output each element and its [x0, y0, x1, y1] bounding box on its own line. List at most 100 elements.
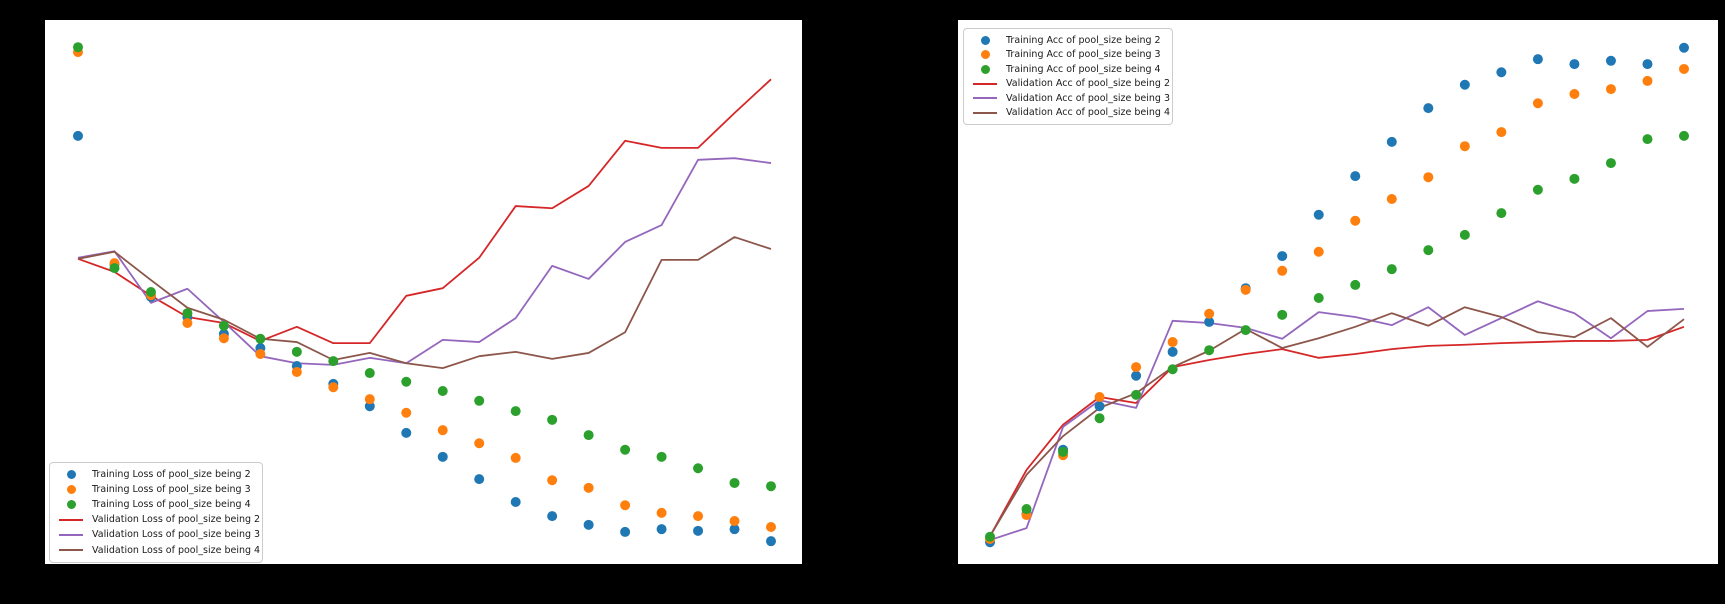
scatter-point-loss [364, 368, 375, 379]
scatter-point-accuracy [1532, 98, 1543, 109]
scatter-point-loss [547, 475, 558, 486]
scatter-point-accuracy [1167, 364, 1178, 375]
scatter-point-accuracy [1569, 59, 1580, 70]
scatter-point-accuracy [1204, 316, 1215, 327]
scatter-point-accuracy [1679, 63, 1689, 74]
scatter-point-loss [255, 333, 266, 344]
legend-acc: Training Acc of pool_size being 2 Traini… [963, 28, 1173, 125]
scatter-point-accuracy [1532, 184, 1543, 195]
scatter-point-accuracy [1642, 59, 1653, 70]
scatter-point-accuracy [1350, 171, 1361, 182]
scatter-point-accuracy [1094, 401, 1105, 412]
line-series-loss [77, 78, 772, 345]
legend-item: Validation Loss of pool_size being 3 [58, 528, 260, 543]
legend-item: Training Acc of pool_size being 4 [972, 62, 1164, 77]
scatter-point-loss [474, 395, 485, 406]
legend-item: Training Loss of pool_size being 3 [58, 482, 254, 497]
scatter-point-accuracy [1386, 136, 1397, 147]
legend-item: Training Loss of pool_size being 4 [58, 497, 254, 512]
scatter-point-accuracy [1167, 346, 1178, 357]
scatter-point-loss [656, 507, 667, 518]
scatter-point-accuracy [1350, 215, 1361, 226]
scatter-point-loss [182, 318, 193, 329]
scatter-point-accuracy [1386, 264, 1397, 275]
scatter-point-loss [547, 414, 558, 425]
scatter-point-accuracy [1277, 265, 1288, 276]
scatter-point-loss [364, 401, 375, 412]
scatter-point-loss [291, 366, 302, 377]
line-marker-brown-icon [972, 111, 998, 114]
scatter-point-loss [656, 451, 667, 462]
scatter-point-accuracy [1313, 209, 1324, 220]
legend-label: Training Loss of pool_size being 3 [92, 483, 251, 495]
scatter-marker-green-icon [58, 500, 84, 510]
scatter-point-accuracy [1496, 208, 1507, 219]
line-series-loss [77, 236, 772, 370]
scatter-point-loss [766, 481, 776, 492]
scatter-point-loss [510, 452, 521, 463]
scatter-point-loss [182, 308, 193, 319]
scatter-point-accuracy [1094, 391, 1105, 402]
scatter-point-loss [693, 511, 704, 522]
legend-label: Training Acc of pool_size being 2 [1006, 34, 1161, 46]
scatter-point-loss [620, 526, 631, 537]
scatter-point-loss [401, 376, 412, 387]
scatter-point-accuracy [985, 531, 995, 542]
scatter-point-loss [73, 42, 83, 53]
scatter-point-loss [583, 519, 594, 530]
legend-item: Validation Acc of pool_size being 2 [972, 77, 1170, 92]
legend-item: Training Acc of pool_size being 3 [972, 48, 1164, 63]
scatter-point-accuracy [1605, 84, 1616, 95]
scatter-point-loss [218, 320, 229, 331]
line-marker-purple-icon [972, 97, 998, 100]
scatter-point-loss [547, 511, 558, 522]
scatter-point-accuracy [1277, 251, 1288, 262]
line-series-accuracy [989, 325, 1685, 537]
legend-label: Training Acc of pool_size being 3 [1006, 49, 1161, 60]
legend-item: Training Acc of pool_size being 2 [972, 33, 1164, 48]
scatter-point-accuracy [1459, 79, 1470, 90]
line-marker-red-icon [972, 82, 998, 85]
legend-loss: Training Loss of pool_size being 2 Train… [49, 462, 263, 563]
scatter-point-loss [437, 386, 448, 397]
scatter-point-accuracy [1679, 42, 1689, 53]
scatter-point-loss [583, 482, 594, 493]
legend-item: Validation Acc of pool_size being 3 [972, 91, 1170, 106]
scatter-marker-orange-icon [58, 485, 84, 495]
scatter-point-accuracy [1313, 246, 1324, 257]
scatter-point-accuracy [1642, 134, 1653, 145]
legend-label: Validation Loss of pool_size being 2 [92, 514, 261, 526]
scatter-point-accuracy [1350, 279, 1361, 290]
legend-label: Training Acc of pool_size being 4 [1006, 63, 1161, 75]
scatter-point-loss [474, 438, 485, 449]
scatter-marker-blue-icon [58, 470, 84, 480]
scatter-point-loss [510, 496, 521, 507]
scatter-point-accuracy [1605, 158, 1616, 169]
scatter-point-loss [656, 524, 667, 535]
legend-label: Validation Acc of pool_size being 2 [1006, 78, 1171, 89]
legend-label: Validation Acc of pool_size being 4 [1006, 107, 1171, 118]
line-marker-red-icon [58, 519, 84, 522]
legend-item: Validation Loss of pool_size being 2 [58, 513, 260, 528]
scatter-point-accuracy [1642, 75, 1653, 86]
scatter-point-accuracy [1423, 103, 1434, 114]
scatter-point-loss [255, 349, 266, 360]
scatter-point-loss [766, 522, 776, 533]
scatter-point-loss [583, 430, 594, 441]
scatter-marker-orange-icon [972, 50, 998, 60]
scatter-point-loss [218, 333, 229, 344]
line-marker-brown-icon [58, 549, 84, 552]
scatter-point-accuracy [1569, 173, 1580, 184]
legend-label: Validation Loss of pool_size being 4 [92, 544, 261, 556]
scatter-point-accuracy [1204, 345, 1215, 356]
scatter-point-loss [474, 474, 485, 485]
scatter-point-loss [729, 524, 740, 535]
scatter-point-accuracy [1496, 127, 1507, 138]
scatter-point-accuracy [1240, 284, 1251, 295]
scatter-point-accuracy [1569, 88, 1580, 99]
scatter-point-loss [401, 427, 412, 438]
scatter-point-accuracy [1496, 67, 1507, 78]
legend-label: Training Loss of pool_size being 4 [92, 499, 251, 511]
scatter-point-loss [437, 451, 448, 462]
